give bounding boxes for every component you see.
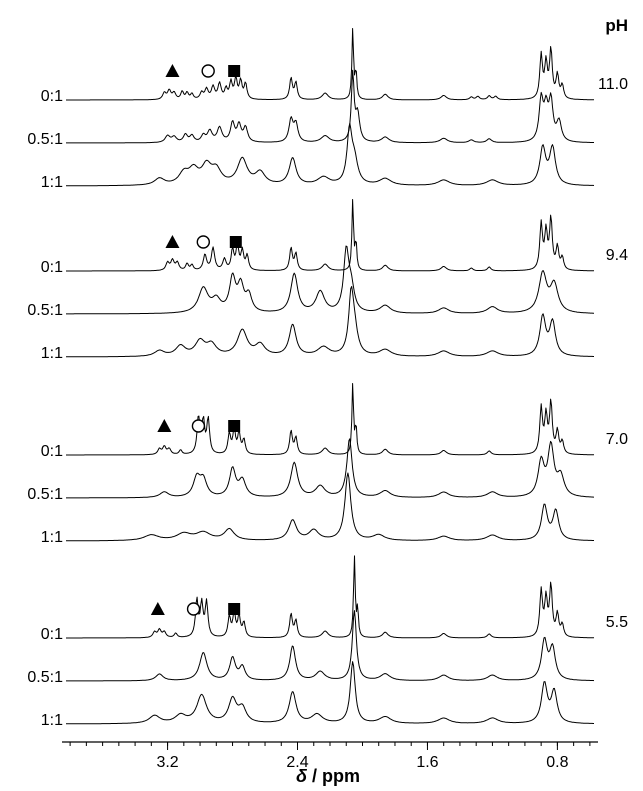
spectrum-trace-ph-9-4-ratio-0-1	[66, 199, 595, 272]
spectrum-trace-ph-9-4-ratio-0-5-1	[66, 245, 594, 315]
ratio-label: 0.5:1	[27, 302, 63, 319]
x-axis: 3.2 2.4 1.6 0.8 δ / ppm	[62, 741, 598, 786]
spectrum-trace-ph-11-0-ratio-1-1	[66, 122, 595, 187]
x-axis-label-symbol: δ	[296, 766, 308, 786]
ph-value-label: 11.0	[598, 76, 628, 93]
group-ph-11-0: 11.0 0:1 0.5:1 1:1	[27, 28, 628, 191]
spectrum-trace-ph-5-5-ratio-0-5-1	[66, 610, 595, 682]
spectrum-trace-ph-11-0-ratio-0-5-1	[66, 69, 594, 144]
group-ph-9-4: 9.4 0:1 0.5:1 1:1	[27, 199, 628, 362]
ratio-label: 0:1	[41, 259, 63, 276]
x-tick-label: 2.4	[286, 754, 308, 771]
ratio-label: 0:1	[41, 443, 63, 460]
ratio-label: 1:1	[41, 345, 63, 362]
x-axis-label: δ / ppm	[296, 766, 360, 786]
spectrum-trace-ph-7-0-ratio-1-1	[66, 472, 594, 542]
ph-value-label: 5.5	[606, 614, 628, 631]
circle-marker-icon	[201, 64, 215, 78]
triangle-marker-icon	[157, 419, 172, 432]
circle-marker-icon	[196, 235, 211, 249]
x-tick-label: 1.6	[416, 754, 438, 771]
ratio-label: 0.5:1	[27, 669, 63, 686]
group-ph-5-5: 5.5 0:1 0.5:1 1:1	[27, 555, 628, 729]
ratio-label: 0:1	[41, 626, 63, 643]
x-tick-label: 3.2	[156, 754, 178, 771]
square-marker-icon	[229, 236, 242, 248]
circle-marker-icon	[186, 602, 201, 616]
spectrum-trace-ph-11-0-ratio-0-1	[66, 28, 595, 101]
ph-header: pH	[605, 16, 628, 35]
ratio-label: 0.5:1	[27, 131, 63, 148]
ph-value-label: 9.4	[606, 247, 628, 264]
ratio-label: 0:1	[41, 88, 63, 105]
ratio-label: 1:1	[41, 174, 63, 191]
triangle-marker-icon	[165, 235, 180, 248]
spectrum-trace-ph-5-5-ratio-1-1	[66, 661, 594, 725]
ratio-label: 1:1	[41, 529, 63, 546]
x-tick-label: 0.8	[546, 754, 568, 771]
triangle-marker-icon	[165, 64, 180, 77]
square-marker-icon	[228, 420, 241, 432]
spectrum-trace-ph-9-4-ratio-1-1	[66, 286, 594, 358]
triangle-marker-icon	[150, 602, 165, 615]
circle-marker-icon	[191, 419, 206, 433]
square-marker-icon	[228, 65, 241, 77]
ph-value-label: 7.0	[606, 431, 628, 448]
spectrum-trace-ph-7-0-ratio-0-5-1	[66, 438, 594, 499]
square-marker-icon	[228, 603, 241, 615]
x-axis-ticks: 3.2 2.4 1.6 0.8	[69, 742, 591, 771]
group-ph-7-0: 7.0 0:1 0.5:1 1:1	[27, 383, 628, 546]
spectra-groups: 11.0 0:1 0.5:1 1:1 9.4 0:1 0.5:1 1:1 7.0 0:1 0.5:1…	[27, 28, 628, 729]
ratio-label: 0.5:1	[27, 486, 63, 503]
ratio-label: 1:1	[41, 712, 63, 729]
spectrum-trace-ph-5-5-ratio-0-1	[66, 555, 595, 639]
spectrum-trace-ph-7-0-ratio-0-1	[66, 383, 595, 456]
x-axis-label-unit: / ppm	[307, 766, 360, 786]
